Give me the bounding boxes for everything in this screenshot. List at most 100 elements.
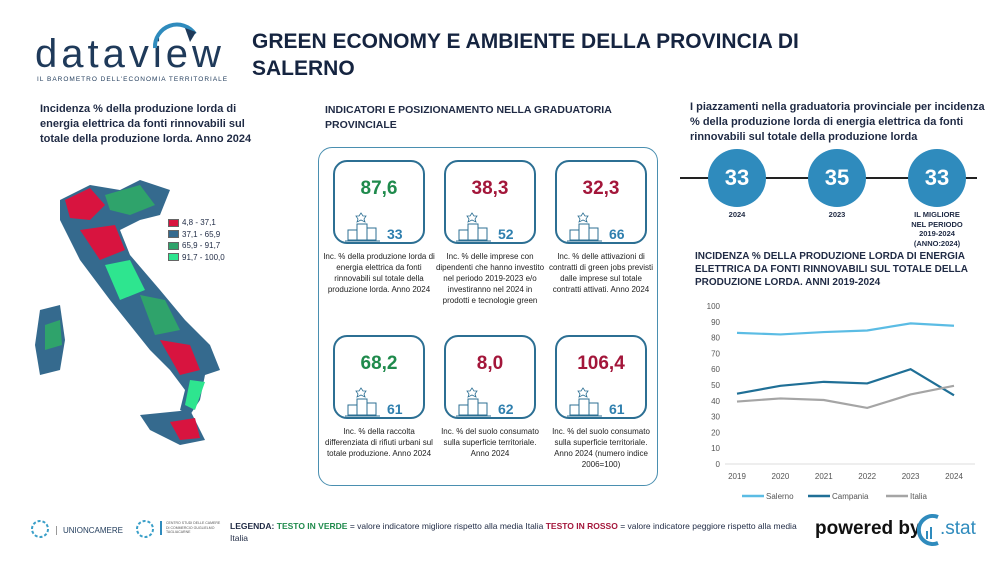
page-title: GREEN ECONOMY E AMBIENTE DELLA PROVINCIA… — [252, 30, 799, 80]
powered-by-label: powered by — [815, 518, 921, 539]
ranking-label: 2024 — [728, 210, 746, 219]
indicator-card: 38,3 52 — [444, 160, 536, 244]
y-tick-label: 0 — [716, 460, 721, 469]
indicator-description: Inc. % della raccolta differenziata di r… — [325, 427, 433, 458]
x-tick-label: 2022 — [858, 472, 876, 481]
podium-icon — [345, 387, 380, 417]
series-line-campania — [736, 367, 955, 397]
indicator-value: 38,3 — [471, 178, 509, 199]
logo-gauge-icon — [152, 22, 197, 49]
series-line-salerno — [736, 322, 955, 336]
map-heading: Incidenza % della produzione lorda di en… — [40, 103, 252, 145]
legend-label: 65,9 - 91,7 — [182, 241, 221, 250]
indicator-value: 68,2 — [360, 353, 398, 374]
map-legend: 4,8 - 37,1 37,1 - 65,9 65,9 - 91,7 91,7 - 1… — [168, 217, 225, 263]
indicator-description: Inc. % delle attivazioni di contratti di… — [548, 252, 654, 294]
cstat-logo: .stat — [940, 518, 976, 539]
x-tick-label: 2021 — [815, 472, 833, 481]
map-legend-item: 37,1 - 65,9 — [168, 229, 225, 241]
ranking-heading: I piazzamenti nella graduatoria provinci… — [690, 101, 985, 143]
legend-swatch — [168, 218, 179, 227]
indicator-card: 106,4 61 — [555, 335, 647, 419]
map-legend-item: 65,9 - 91,7 — [168, 240, 225, 252]
map-region — [45, 320, 62, 350]
y-tick-label: 50 — [711, 381, 720, 390]
y-tick-label: 100 — [707, 302, 721, 311]
x-tick-label: 2023 — [902, 472, 920, 481]
legend-red-text: TESTO IN ROSSO — [545, 521, 618, 531]
legend-label: LEGENDA: — [230, 521, 275, 531]
indicator-description: Inc. % della produzione lorda di energia… — [323, 252, 435, 294]
tagliacarne-logo-icon — [136, 520, 154, 538]
series-line-italia — [736, 384, 955, 410]
y-tick-label: 90 — [711, 318, 720, 327]
indicator-rank: 33 — [387, 226, 403, 242]
logo-tagline: IL BAROMETRO DELL'ECONOMIA TERRITORIALE — [37, 76, 229, 83]
line-chart: 0 10 20 30 40 50 60 70 80 90 100 2019 2020 2021 2022 20… — [707, 302, 975, 501]
y-tick-label: 60 — [711, 365, 720, 374]
indicator-value: 87,6 — [360, 178, 398, 199]
y-tick-label: 20 — [711, 428, 720, 437]
map-region — [140, 295, 180, 335]
legend-green-desc: = valore indicatore migliore rispetto al… — [349, 521, 544, 531]
podium-icon — [456, 212, 491, 242]
indicators-panel — [318, 147, 658, 486]
map-region — [105, 185, 155, 215]
indicator-description: Inc. % del suolo consumato sulla superfi… — [441, 427, 539, 458]
indicator-card: 68,2 61 — [333, 335, 425, 419]
unioncamere-logo-icon — [31, 520, 49, 538]
chart-title: INCIDENZA % DELLA PRODUZIONE LORDA DI EN… — [695, 251, 968, 288]
indicator-description: Inc. % delle imprese con dipendenti che … — [435, 252, 545, 305]
legend-swatch — [168, 230, 179, 239]
map-region — [185, 380, 205, 410]
legend-swatch — [168, 241, 179, 250]
indicator-card: 87,6 33 — [333, 160, 425, 244]
indicator-rank: 61 — [387, 401, 403, 417]
indicator-value: 8,0 — [476, 353, 504, 374]
map-region — [65, 188, 105, 220]
legend-red-desc: = valore indicatore peggiore rispetto al… — [230, 521, 797, 543]
legend-label: 4,8 - 37,1 — [182, 218, 216, 227]
x-tick-label: 2019 — [728, 472, 746, 481]
legend-swatch — [168, 253, 179, 262]
y-tick-label: 70 — [711, 349, 720, 358]
podium-icon — [567, 212, 602, 242]
indicator-card: 8,0 62 — [444, 335, 536, 419]
indicators-heading: INDICATORI E POSIZIONAMENTO NELLA GRADUA… — [325, 104, 612, 131]
ranking-label: IL MIGLIORE NEL PERIODO 2019-2024 (ANNO:… — [911, 210, 963, 248]
indicator-description: Inc. % del suolo consumato sulla superfi… — [552, 427, 650, 469]
ranking-circle: 35 — [808, 149, 866, 207]
y-tick-label: 10 — [711, 444, 720, 453]
x-tick-label: 2024 — [945, 472, 963, 481]
y-tick-label: 30 — [711, 413, 720, 422]
legend-entry: Salerno — [766, 492, 794, 501]
ranking-circle: 33 — [908, 149, 966, 207]
podium-icon — [456, 387, 491, 417]
map-region — [170, 418, 200, 440]
map-region — [105, 260, 145, 300]
map-region — [160, 340, 200, 375]
indicator-value: 32,3 — [582, 178, 620, 199]
legend-label: 37,1 - 65,9 — [182, 229, 221, 239]
x-tick-label: 2020 — [772, 472, 790, 481]
tagliacarne-logo: CENTRO STUDI DELLE CAMERE DI COMMERCIO G… — [160, 521, 222, 535]
unioncamere-logo: UNIONCAMERE — [56, 526, 123, 535]
indicator-card: 32,3 66 — [555, 160, 647, 244]
podium-icon — [567, 387, 602, 417]
indicator-value: 106,4 — [577, 353, 625, 374]
cstat-logo-icon — [916, 514, 939, 546]
map-region — [80, 225, 125, 260]
y-tick-label: 80 — [711, 334, 720, 343]
podium-icon — [345, 212, 380, 242]
legend-entry: Italia — [910, 492, 927, 501]
ranking-circle: 33 — [708, 149, 766, 207]
indicator-rank: 61 — [609, 401, 625, 417]
footer-legend: LEGENDA: TESTO IN VERDE = valore indicat… — [230, 520, 800, 544]
ranking-label: 2023 — [828, 210, 846, 219]
indicator-rank: 66 — [609, 226, 625, 242]
indicator-rank: 52 — [498, 226, 514, 242]
legend-label: 91,7 - 100,0 — [182, 252, 225, 262]
y-tick-label: 40 — [711, 397, 720, 406]
indicator-rank: 62 — [498, 401, 514, 417]
map-legend-item: 4,8 - 37,1 — [168, 217, 225, 229]
